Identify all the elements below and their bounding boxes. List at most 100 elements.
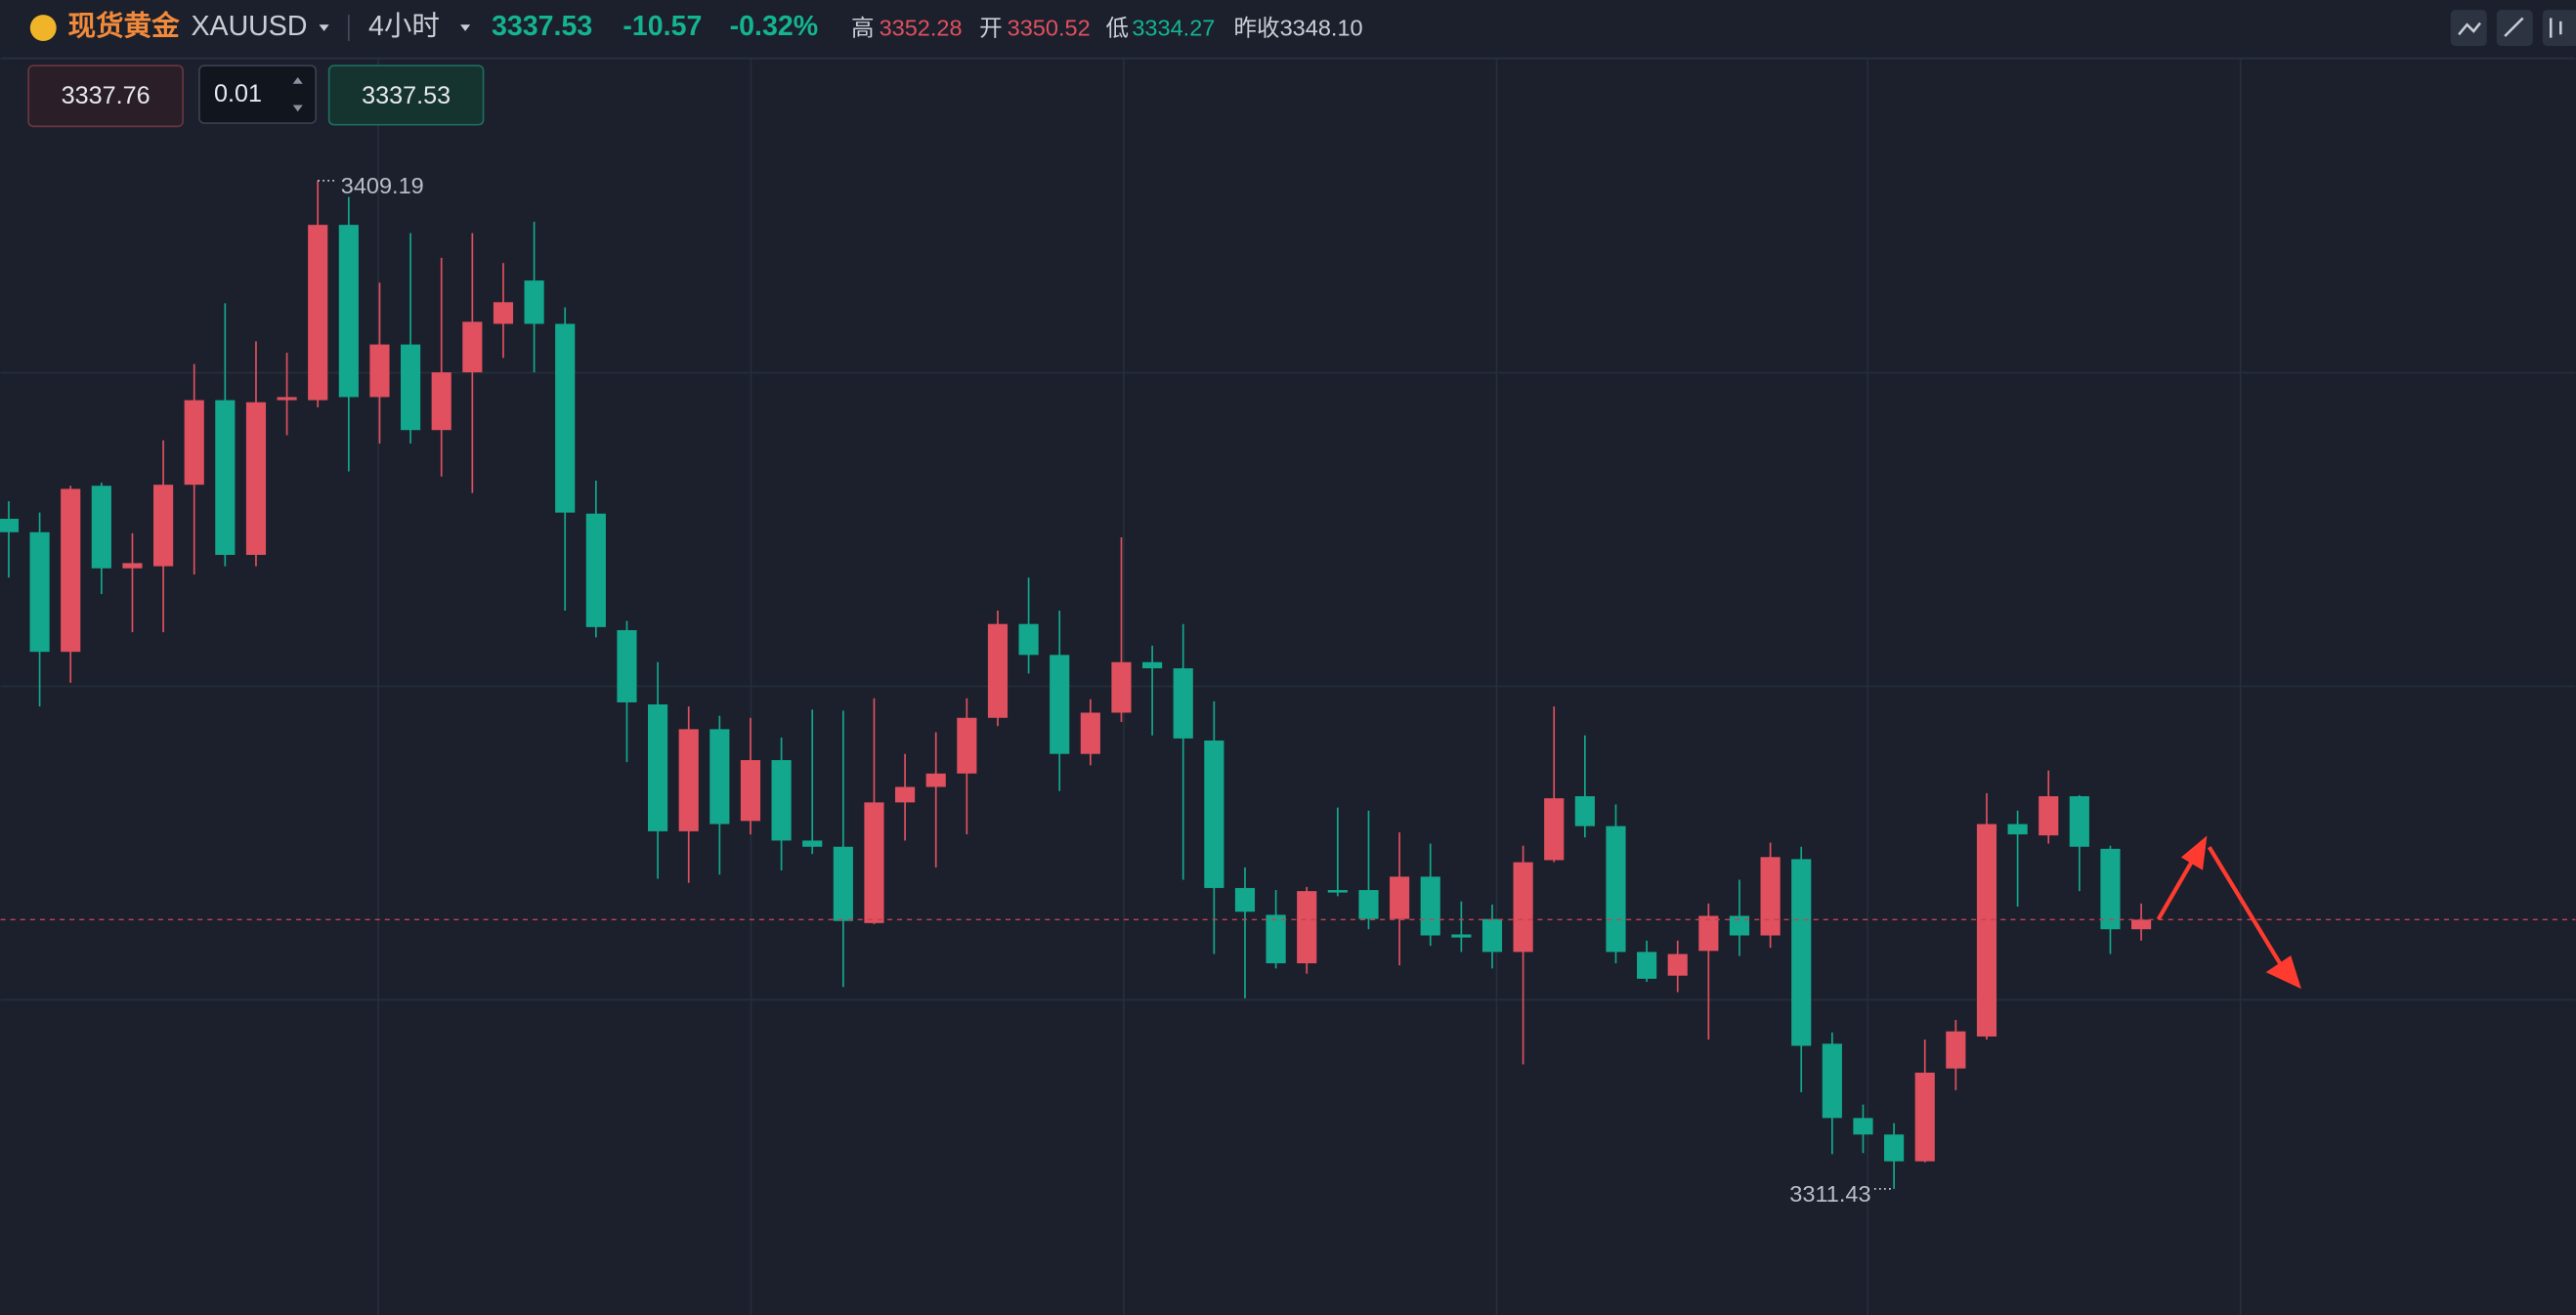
candle-body [369, 344, 390, 398]
candle-body [1358, 890, 1379, 919]
candle-body [1884, 1134, 1905, 1162]
candle-body [2007, 824, 2028, 835]
candle-body [1513, 862, 1533, 953]
candle-body [740, 760, 761, 822]
stat-label: 开 [979, 15, 1003, 40]
candle-body [493, 302, 514, 324]
buy-button[interactable] [327, 64, 485, 126]
candle-body [1266, 914, 1286, 964]
annotation-arrows [2156, 835, 2301, 990]
candle-body [1946, 1031, 1966, 1069]
candle-body [0, 519, 20, 532]
candle-body [184, 400, 204, 486]
candle-body [1390, 876, 1410, 919]
candle-body [153, 485, 174, 567]
arrowhead [2265, 955, 2301, 990]
sell-button[interactable] [27, 64, 184, 128]
candle-body [245, 402, 267, 555]
quantity: 0.01 [214, 80, 262, 107]
change-pct: -0.32% [730, 11, 818, 42]
draw-icon [2504, 17, 2524, 37]
stat-value: 3348.10 [1280, 15, 1363, 40]
candle-body [678, 729, 699, 831]
candle-body [1729, 915, 1750, 936]
dropdown-icon[interactable] [319, 24, 329, 31]
candle-body [91, 486, 111, 569]
candle-body [2069, 795, 2089, 847]
indicator-icon [2458, 21, 2481, 36]
candles: 3409.19 3311.43 [0, 173, 2576, 1207]
sell-price: 3337.76 [62, 82, 150, 109]
candle-body [401, 344, 421, 431]
quantity-input[interactable] [198, 64, 318, 124]
candle-body [2039, 795, 2059, 836]
candle-body [308, 225, 328, 401]
candle-body [1976, 824, 1997, 1037]
candle-body [1606, 826, 1626, 953]
candle-body [709, 729, 730, 825]
candle-body [585, 513, 606, 627]
candle-body [987, 623, 1009, 718]
candle-body [925, 773, 946, 787]
change: -10.57 [623, 11, 702, 42]
candle-body [648, 704, 668, 831]
interval[interactable]: 4小时 [368, 11, 440, 42]
candle-body [802, 840, 823, 847]
candle-body [555, 323, 576, 513]
tool-icons [2458, 17, 2562, 38]
candle-body [1822, 1043, 1842, 1119]
candle-body [1667, 954, 1688, 976]
candle-body [1173, 668, 1193, 739]
candle-body [1420, 876, 1440, 936]
arrow-up [2156, 856, 2197, 921]
stat-label: 昨收 [1234, 15, 1280, 40]
arrow-down [2207, 845, 2286, 970]
candle-body [61, 488, 81, 653]
symbol[interactable]: XAUUSD [191, 11, 307, 42]
candle-body [1574, 795, 1595, 827]
instrument-name: 现货黄金 [67, 10, 180, 42]
price: 3337.53 [492, 11, 592, 42]
candle-body [1481, 918, 1503, 953]
candle-body [122, 563, 143, 569]
candle-body [29, 531, 50, 653]
candle-body [1914, 1072, 1935, 1162]
candle-body [771, 760, 792, 841]
candle-body [1297, 891, 1317, 964]
stat-value: 3350.52 [1008, 15, 1091, 40]
candle-body [1451, 934, 1472, 938]
tool-button[interactable] [2542, 10, 2576, 47]
candle-body [338, 225, 359, 398]
candle-body [1760, 857, 1781, 936]
candle-body [524, 280, 544, 324]
dropdown-icon[interactable] [460, 24, 471, 31]
candle-body [895, 786, 916, 803]
high-label: 3409.19 [341, 173, 424, 198]
candle-body [1698, 915, 1719, 952]
candle-body [277, 397, 297, 401]
candle-body [1791, 859, 1812, 1046]
candle-body [864, 802, 884, 923]
candle-body [1018, 623, 1039, 656]
stat-value: 3334.27 [1132, 15, 1215, 40]
stat-label: 低 [1105, 15, 1129, 40]
candle-body [617, 630, 637, 702]
candle-body [833, 846, 853, 921]
candle-body [1637, 952, 1657, 979]
candle-body [1234, 887, 1256, 912]
candle-body [2100, 848, 2121, 930]
low-label: 3311.43 [1789, 1181, 1870, 1207]
candle-body [1050, 655, 1070, 754]
candle-body [1544, 798, 1565, 861]
stat-value: 3352.28 [880, 15, 963, 40]
candle-body [2131, 919, 2152, 930]
candle-body [1853, 1118, 1873, 1135]
candle-icon [2549, 18, 2562, 38]
candle-body [1111, 661, 1132, 713]
arrowhead [2180, 835, 2208, 870]
candle-body [1327, 890, 1348, 893]
candle-body [1142, 661, 1163, 669]
gold-icon [29, 15, 57, 42]
